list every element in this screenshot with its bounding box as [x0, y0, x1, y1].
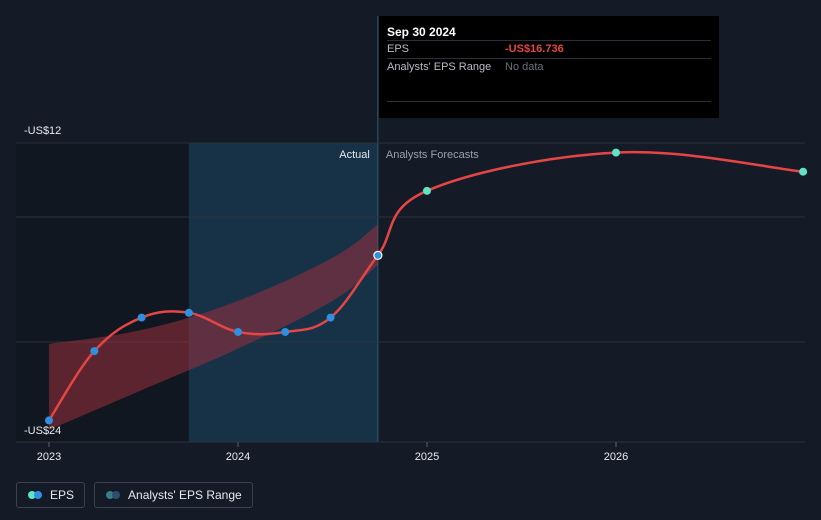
eps-actual-point [281, 327, 290, 336]
tooltip-eps-value: -US$16.736 [505, 43, 564, 55]
eps-tooltip: Sep 30 2024 EPS -US$16.736 Analysts' EPS… [379, 16, 719, 118]
tooltip-range-value: No data [505, 61, 544, 73]
x-tick-label: 2023 [37, 451, 61, 463]
legend-item-eps[interactable]: EPS [16, 482, 86, 508]
tooltip-date: Sep 30 2024 [387, 25, 456, 39]
legend-item-range[interactable]: Analysts' EPS Range [94, 482, 253, 508]
eps-actual-point [373, 250, 383, 261]
eps-dots-icon [28, 491, 42, 499]
eps-actual-point [45, 416, 53, 425]
tooltip-range-label: Analysts' EPS Range [387, 61, 492, 73]
eps-actual-point [90, 347, 99, 356]
y-tick-label: -US$24 [24, 425, 61, 437]
actual-label: Actual [339, 149, 370, 161]
range-dots-icon [106, 491, 121, 499]
tooltip-row-range: Analysts' EPS Range No data [387, 58, 711, 76]
y-tick-label: -US$12 [24, 125, 61, 137]
legend-label-eps: EPS [50, 488, 75, 502]
legend-label-range: Analysts' EPS Range [128, 488, 242, 502]
x-tick-label: 2026 [604, 451, 628, 463]
tooltip-eps-label: EPS [387, 43, 410, 55]
eps-actual-point [234, 327, 242, 336]
forecast-label: Analysts Forecasts [386, 149, 479, 161]
eps-actual-point [326, 313, 335, 322]
x-tick-label: 2025 [415, 451, 439, 463]
tooltip-divider [387, 101, 711, 102]
eps-range-band [49, 224, 378, 430]
x-tick-label: 2024 [226, 451, 250, 463]
eps-line [47, 150, 804, 422]
eps-forecast-point [612, 148, 620, 157]
chart-legend: EPS Analysts' EPS Range [16, 482, 253, 508]
eps-forecast-point [423, 186, 431, 195]
eps-actual-point [137, 313, 146, 322]
eps-forecast-point [799, 167, 808, 176]
eps-actual-point [184, 308, 193, 317]
tooltip-row-eps: EPS -US$16.736 [387, 40, 711, 58]
